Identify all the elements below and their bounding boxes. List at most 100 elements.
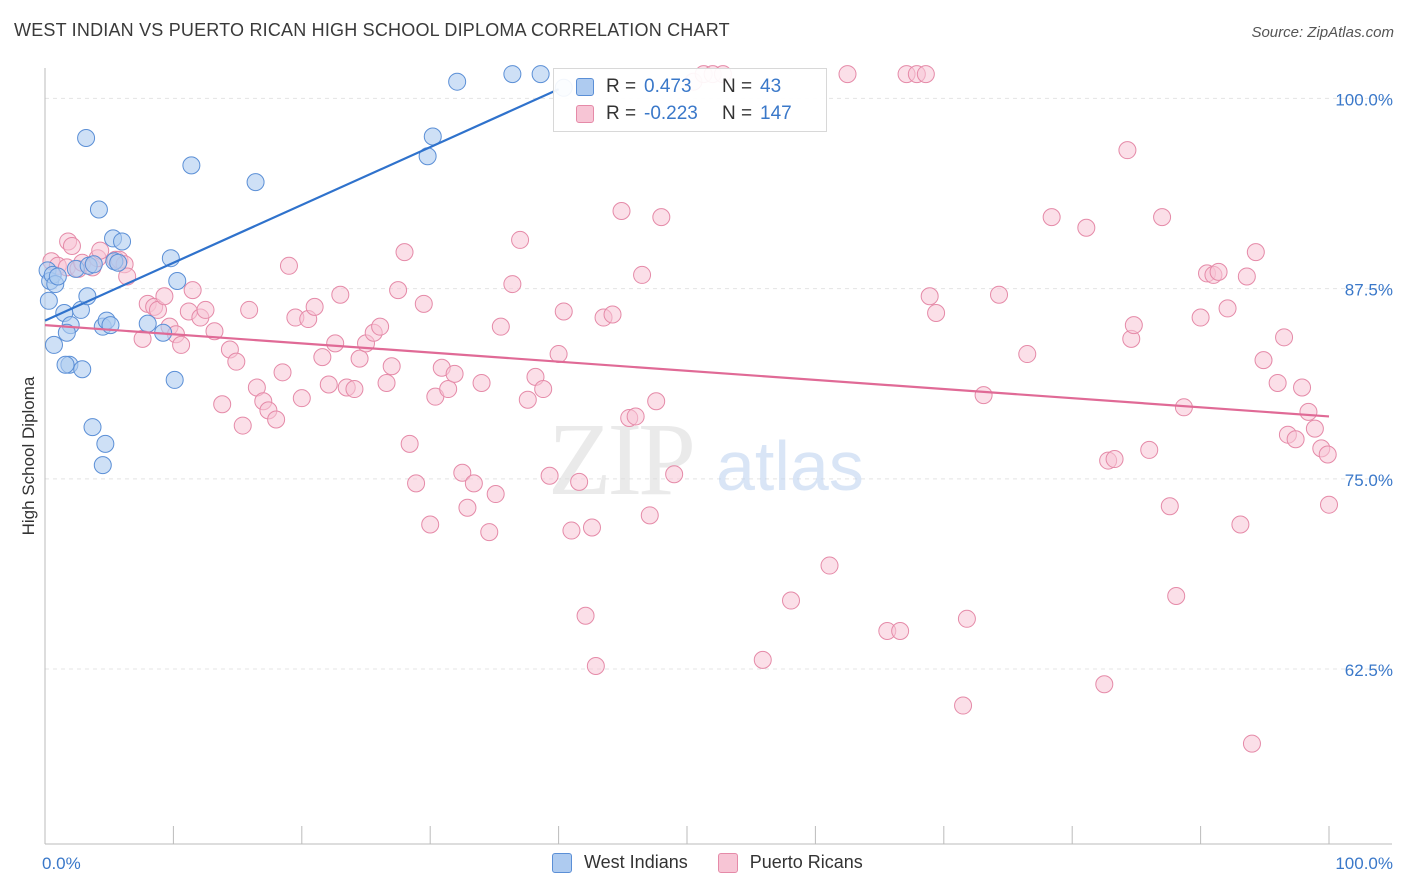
puerto-rican-point (183, 281, 202, 300)
y-tick-label: 62.5% (1345, 661, 1393, 680)
puerto-rican-point (400, 434, 419, 453)
west-indian-point (73, 360, 92, 379)
puerto-rican-point (227, 352, 246, 371)
puerto-rican-point (820, 556, 839, 575)
puerto-rican-point (582, 518, 601, 537)
puerto-rican-point (319, 375, 338, 394)
puerto-rican-point (1191, 308, 1210, 327)
puerto-rican-point (1242, 734, 1261, 753)
west-indian-point (93, 456, 112, 475)
puerto-rican-point (1268, 373, 1287, 392)
puerto-rican-point (1077, 218, 1096, 237)
west-indian-point (77, 128, 96, 147)
puerto-rican-point (1246, 243, 1265, 262)
puerto-rican-point (62, 237, 81, 256)
y-tick-labels: 100.0% 87.5% 75.0% 62.5% (1335, 90, 1393, 680)
west-indian-point (89, 200, 108, 219)
puerto-rican-point (927, 303, 946, 322)
puerto-rican-point (421, 515, 440, 534)
puerto-rican-point (974, 386, 993, 405)
puerto-rican-point (503, 275, 522, 294)
puerto-rican-point (891, 621, 910, 640)
west-indian-point (182, 156, 201, 175)
y-tick-label: 100.0% (1335, 90, 1393, 109)
puerto-rican-point (233, 416, 252, 435)
puerto-rican-point (916, 65, 935, 84)
west-indian-point (113, 232, 132, 251)
puerto-rican-point (1293, 378, 1312, 397)
puerto-rican-point (1305, 419, 1324, 438)
puerto-rican-point (586, 656, 605, 675)
puerto-rican-point (1118, 141, 1137, 160)
n-value: 43 (760, 76, 782, 97)
r-label: R = (606, 103, 637, 124)
puerto-rican-point (1286, 430, 1305, 449)
puerto-rican-point (453, 463, 472, 482)
west-indian-point (96, 434, 115, 453)
puerto-rican-point (1254, 351, 1273, 370)
puerto-rican-point (382, 357, 401, 376)
west-indian-point (165, 370, 184, 389)
puerto-ricans-trend-line (44, 324, 1330, 418)
puerto-rican-point (957, 609, 976, 628)
puerto-rican-point (464, 474, 483, 493)
n-label: N = (722, 103, 753, 124)
series-legend: West Indians Puerto Ricans (552, 852, 893, 873)
puerto-rican-point (647, 392, 666, 411)
puerto-rican-point (603, 305, 622, 324)
puerto-rican-point (554, 302, 573, 321)
puerto-rican-point (445, 364, 464, 383)
puerto-rican-point (305, 297, 324, 316)
x-tick-labels: 0.0% 100.0% (42, 854, 1393, 873)
puerto-rican-point (240, 300, 259, 319)
r-value: -0.223 (644, 103, 698, 124)
puerto-rican-point (172, 335, 191, 354)
west-indian-point (39, 291, 58, 310)
puerto-rican-point (534, 380, 553, 399)
west-indian-point (48, 267, 67, 286)
trend-lines (44, 88, 1330, 418)
legend-label: West Indians (584, 852, 688, 872)
r-value: 0.473 (644, 76, 692, 97)
n-label: N = (722, 76, 753, 97)
puerto-rican-point (652, 208, 671, 227)
west-indian-point (84, 255, 103, 274)
puerto-rican-point (267, 410, 286, 429)
puerto-rican-point (1105, 450, 1124, 469)
r-label: R = (606, 76, 637, 97)
puerto-rican-point (954, 696, 973, 715)
legend-row-puerto-ricans: R = -0.223 N = 147 (576, 101, 792, 127)
puerto-rican-point (576, 606, 595, 625)
puerto-rican-point (458, 498, 477, 517)
puerto-rican-point (1167, 586, 1186, 605)
puerto-rican-point (920, 287, 939, 306)
puerto-rican-point (196, 300, 215, 319)
puerto-rican-point (1095, 675, 1114, 694)
west-indians-swatch (576, 78, 594, 96)
puerto-rican-point (155, 287, 174, 306)
puerto-rican-point (570, 472, 589, 491)
puerto-rican-point (331, 285, 350, 304)
puerto-rican-point (612, 202, 631, 221)
puerto-ricans-swatch (576, 105, 594, 123)
chart-title: WEST INDIAN VS PUERTO RICAN HIGH SCHOOL … (14, 20, 730, 40)
puerto-rican-point (1153, 208, 1172, 227)
puerto-ricans-legend-swatch (717, 852, 738, 873)
puerto-rican-point (313, 348, 332, 367)
legend-row-west-indians: R = 0.473 N = 43 (576, 74, 781, 100)
puerto-rican-point (633, 265, 652, 284)
puerto-rican-point (371, 317, 390, 336)
west-indian-point (503, 65, 522, 84)
west-indian-point (44, 335, 63, 354)
west-indian-point (56, 355, 75, 374)
puerto-rican-point (439, 380, 458, 399)
puerto-rican-point (1042, 208, 1061, 227)
puerto-rican-point (1218, 299, 1237, 318)
legend-label: Puerto Ricans (749, 852, 863, 872)
x-tick-label-max: 100.0% (1335, 854, 1393, 873)
puerto-rican-point (1018, 345, 1037, 364)
puerto-rican-point (1231, 515, 1250, 534)
puerto-rican-point (626, 407, 645, 426)
y-axis-label: High School Diploma (19, 376, 38, 535)
